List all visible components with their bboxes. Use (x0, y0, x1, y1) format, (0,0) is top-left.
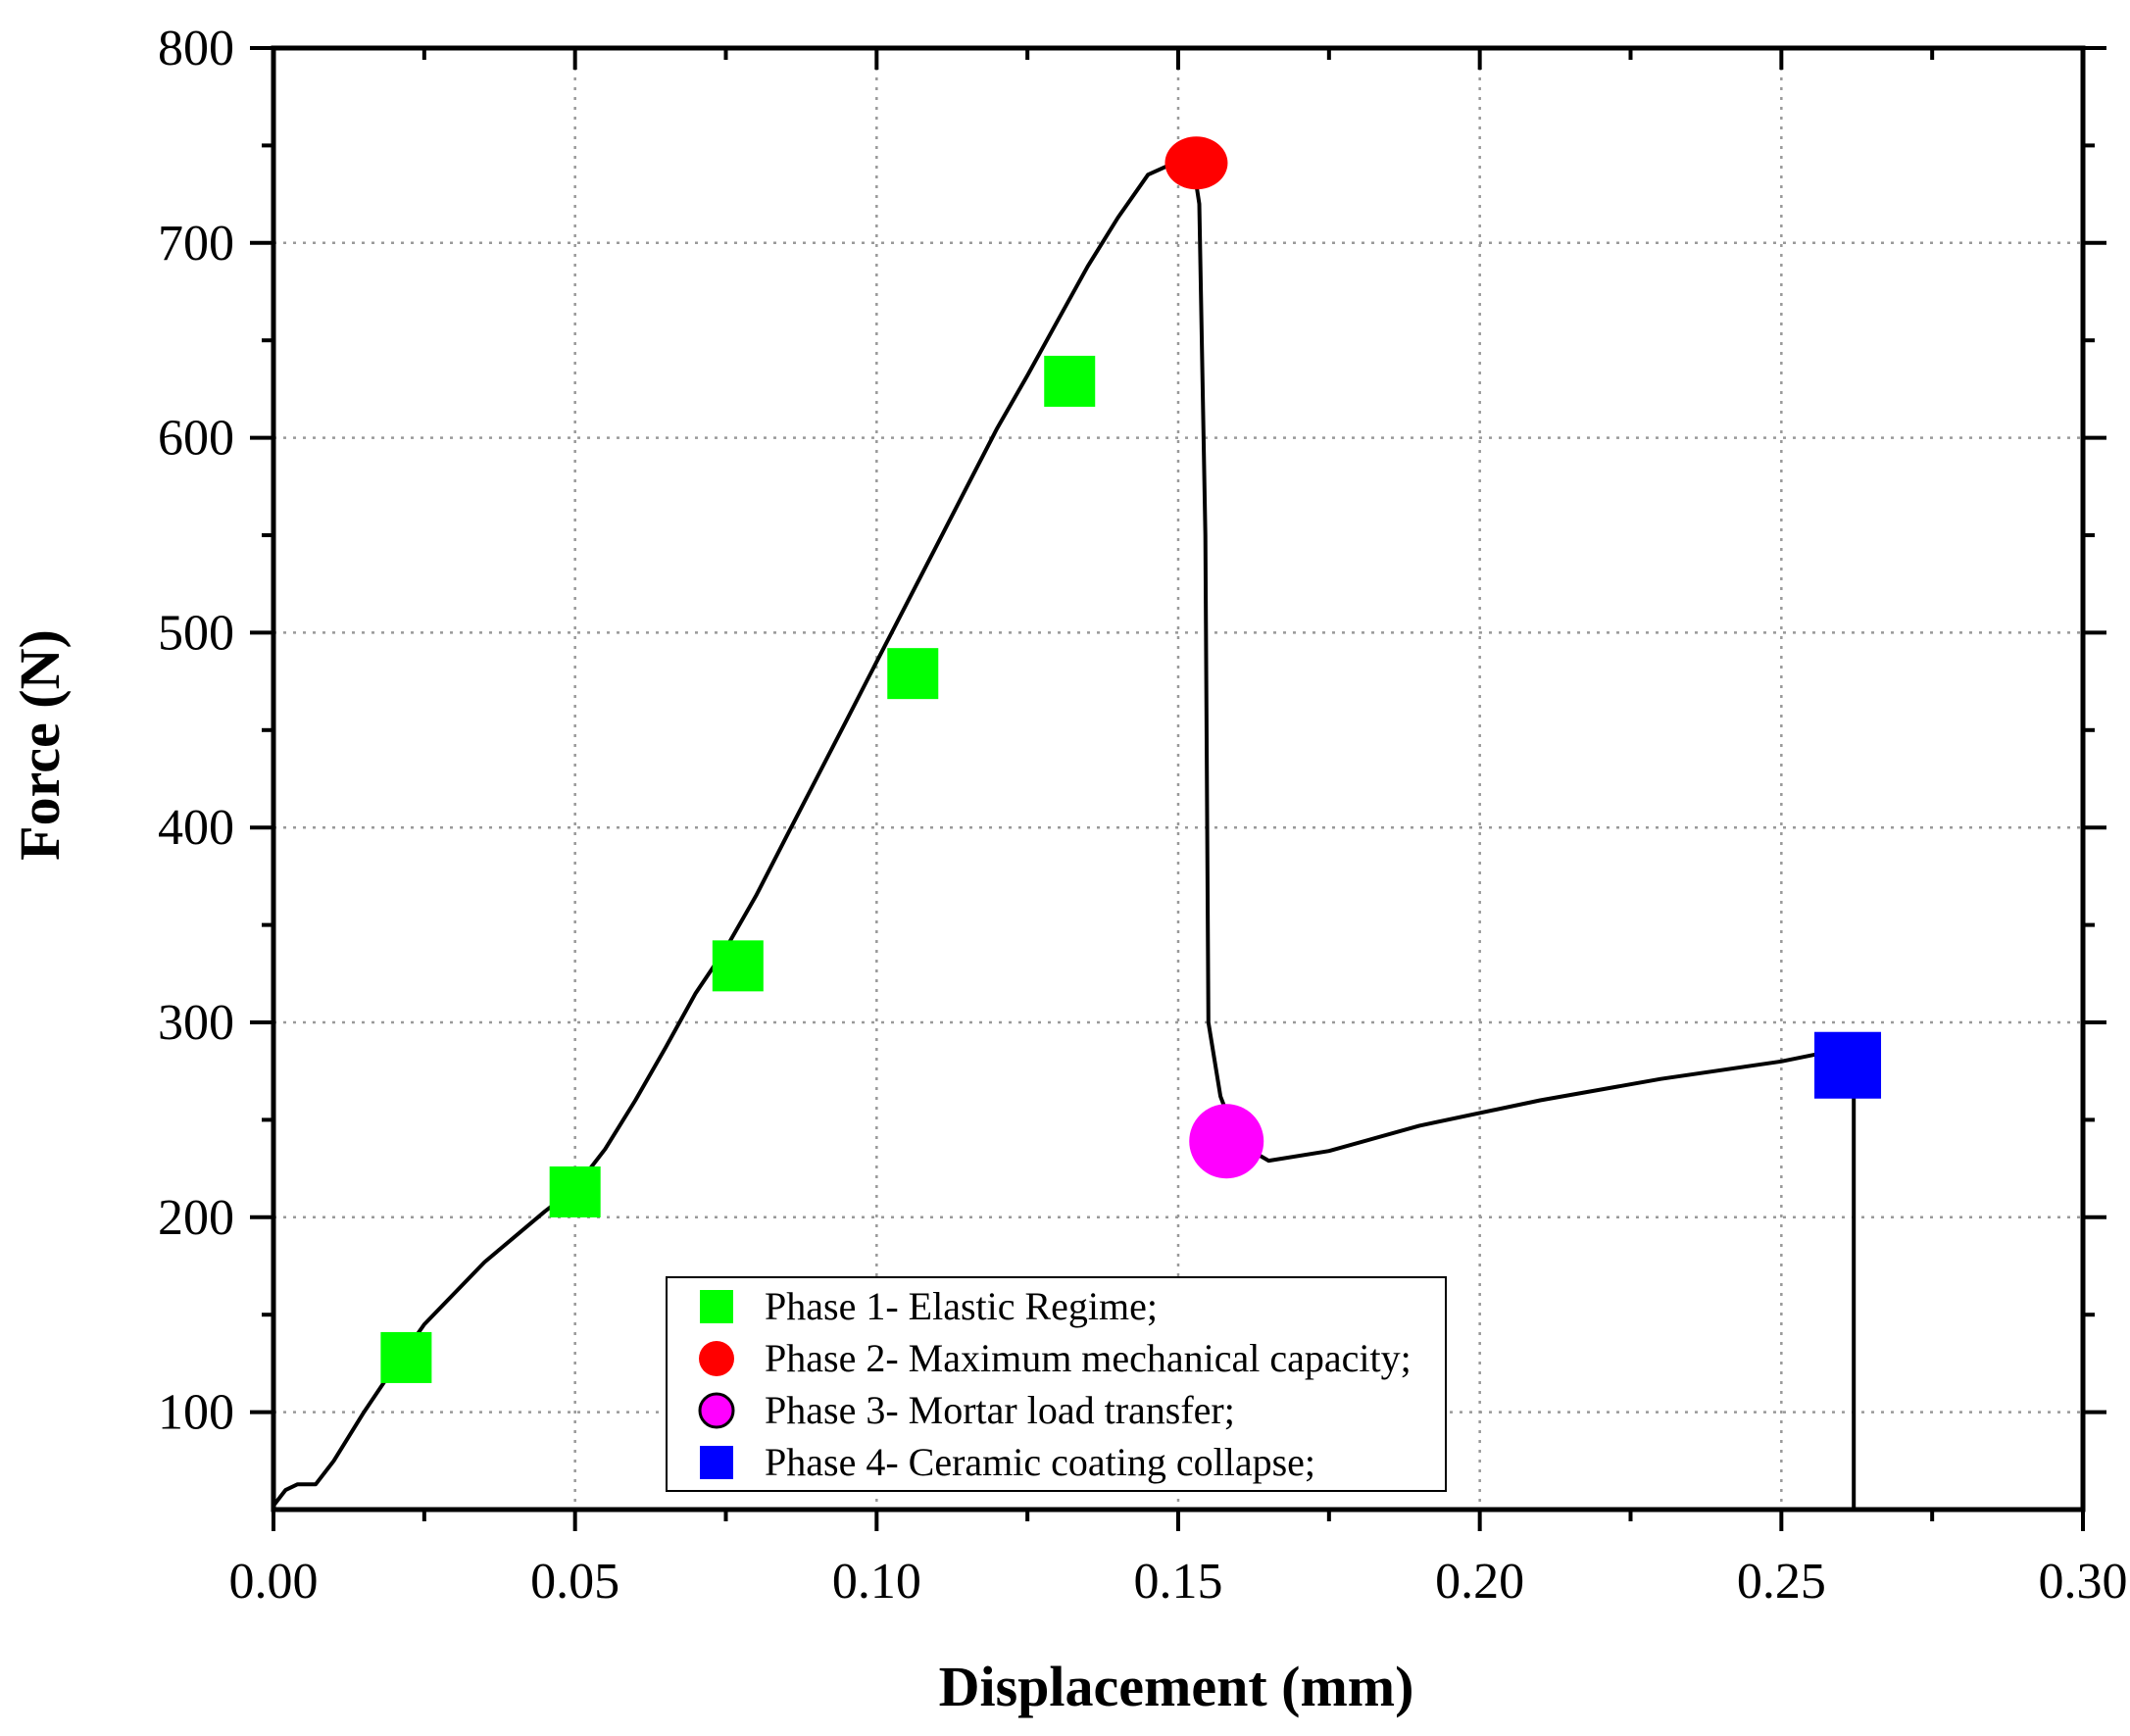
phase-2-marker (1164, 136, 1228, 190)
phase-3-marker (1189, 1104, 1264, 1179)
x-tick-label: 0.10 (832, 1554, 921, 1610)
y-tick-label: 300 (158, 995, 234, 1051)
y-tick-label: 500 (158, 605, 234, 661)
x-tick-label: 0.25 (1737, 1554, 1826, 1610)
force-displacement-curve (272, 159, 1857, 1510)
x-tick-label: 0.20 (1435, 1554, 1524, 1610)
y-axis-title: Force (N) (8, 629, 72, 861)
y-tick-label: 200 (158, 1190, 234, 1246)
x-tick-label: 0.00 (229, 1554, 319, 1610)
legend-label-phase-1: Phase 1- Elastic Regime; (765, 1284, 1158, 1328)
y-tick-label: 100 (158, 1385, 234, 1441)
phase-1-marker (549, 1166, 601, 1217)
legend-swatches (698, 1290, 735, 1479)
phase-1-marker (887, 648, 939, 700)
y-tick-label: 700 (158, 216, 234, 272)
legend-label-phase-2: Phase 2- Maximum mechanical capacity; (765, 1336, 1412, 1380)
curve-layer (272, 159, 1857, 1510)
legend-box (666, 1276, 1447, 1492)
phase-1-marker (712, 940, 764, 992)
y-tick-label: 400 (158, 800, 234, 856)
y-tick-label: 600 (158, 411, 234, 467)
tick-label-layer: 0.00 0.05 0.10 0.15 0.20 0.25 0.30 100 200 300 400… (158, 21, 2128, 1610)
phase-4-marker (1814, 1031, 1882, 1099)
legend-swatch-phase-3 (698, 1392, 735, 1429)
legend-label-phase-3: Phase 3- Mortar load transfer; (765, 1388, 1235, 1432)
legend-swatch-phase-2 (699, 1341, 734, 1376)
x-tick-label: 0.05 (530, 1554, 619, 1610)
axes-layer (250, 45, 2106, 1531)
legend-label-phase-4: Phase 4- Ceramic coating collapse; (765, 1440, 1315, 1484)
phase-1-marker (380, 1331, 432, 1383)
legend-swatch-phase-4 (700, 1446, 733, 1479)
legend-swatch-phase-1 (700, 1290, 733, 1323)
legend: Phase 1- Elastic Regime; Phase 2- Maximu… (666, 1276, 1447, 1492)
phase-1-marker (1044, 355, 1096, 407)
marker-layer (380, 136, 1882, 1383)
y-tick-label: 800 (158, 21, 234, 76)
x-axis-title: Displacement (mm) (939, 1655, 1414, 1718)
x-tick-label: 0.30 (2039, 1554, 2128, 1610)
x-tick-label: 0.15 (1134, 1554, 1223, 1610)
